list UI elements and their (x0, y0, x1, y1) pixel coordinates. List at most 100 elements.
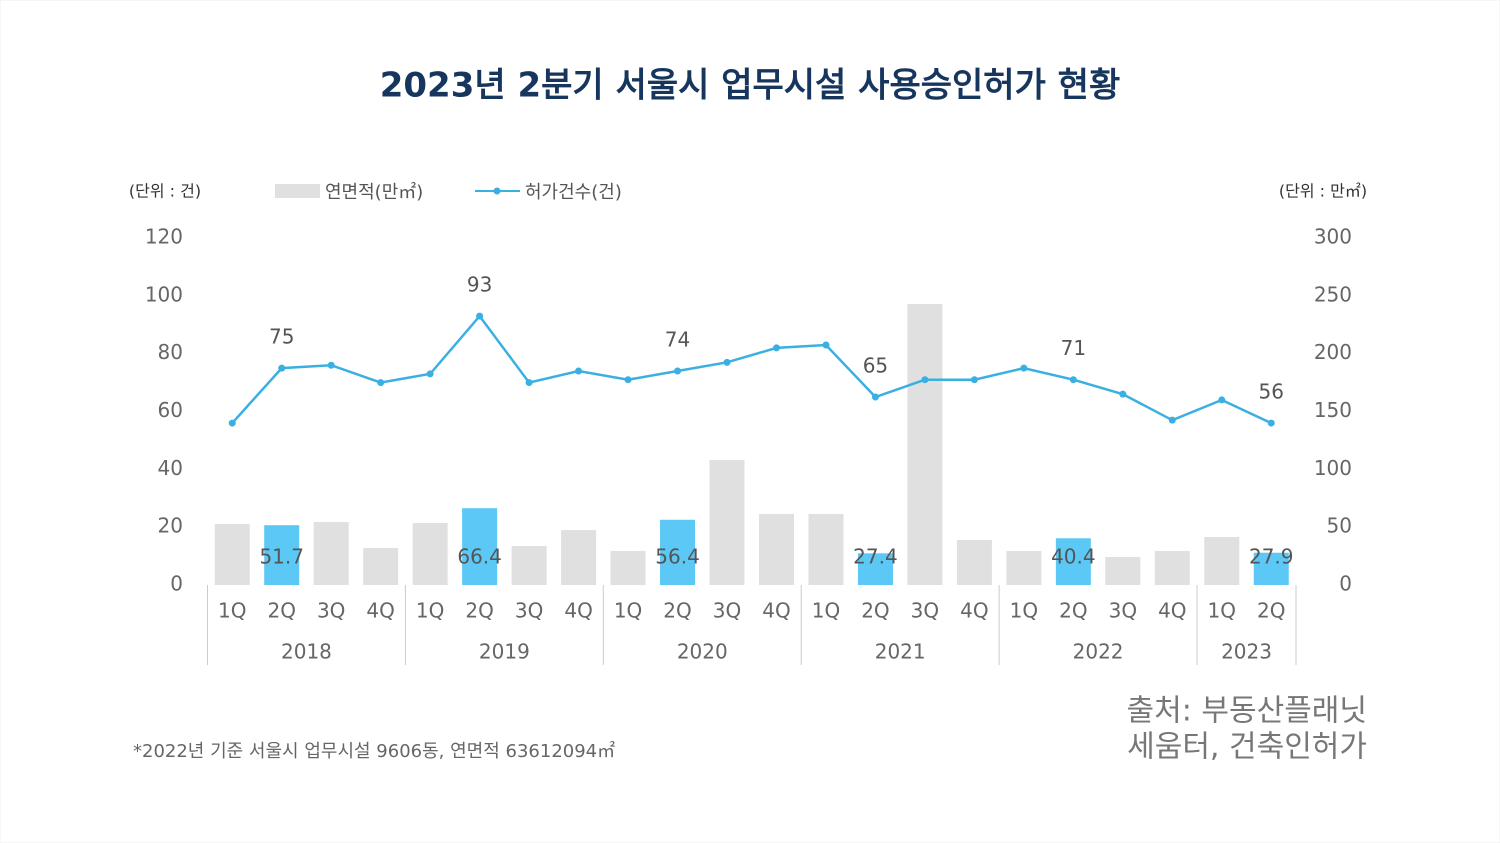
y-tick-label: 20 (158, 514, 183, 538)
data-label: 74 (665, 328, 690, 352)
footnote: *2022년 기준 서울시 업무시설 9606동, 연면적 63612094㎡ (133, 740, 615, 762)
x-tick-label: 2Q (861, 599, 889, 623)
source: 세움터, 건축인허가 (1127, 730, 1367, 765)
chart-title: 2023년 2분기 서울시 업무시설 사용승인허가 현황 (380, 66, 1121, 106)
bar (907, 303, 943, 585)
x-group-label: 2019 (479, 640, 530, 664)
y-tick-label: 100 (145, 282, 183, 306)
x-tick-label: 3Q (713, 599, 741, 623)
line-point (1267, 419, 1275, 427)
bar (264, 525, 300, 585)
bar (758, 513, 794, 585)
x-tick-label: 2Q (1059, 599, 1087, 623)
bar (1055, 538, 1091, 585)
line-point (822, 341, 830, 349)
line-point (525, 379, 533, 387)
y2-axis-label: (단위 : 만㎡) (1279, 182, 1367, 201)
x-tick-label: 4Q (564, 599, 592, 623)
y2-tick-label: 0 (1339, 572, 1352, 596)
y-tick-label: 60 (158, 398, 183, 422)
line-point (1020, 364, 1028, 372)
line-point (1119, 390, 1127, 398)
line-point (476, 312, 484, 320)
data-label: 56 (1259, 380, 1284, 404)
x-tick-label: 3Q (1109, 599, 1137, 623)
y2-tick-label: 300 (1314, 225, 1352, 249)
line-point (624, 376, 632, 384)
data-label: 51.7 (259, 545, 304, 569)
x-tick-label: 3Q (911, 599, 939, 623)
line-point (723, 358, 731, 366)
bar (511, 546, 547, 585)
legend-label: 허가건수(건) (525, 182, 622, 203)
data-label: 65 (863, 354, 888, 378)
data-label: 56.4 (655, 545, 700, 569)
data-label: 27.9 (1249, 545, 1294, 569)
x-tick-label: 3Q (317, 599, 345, 623)
line-point (772, 344, 780, 352)
line-point (1218, 396, 1226, 404)
bar (857, 553, 893, 585)
y2-tick-label: 150 (1314, 398, 1352, 422)
line (231, 314, 1272, 425)
line-point (1168, 416, 1176, 424)
bar (1105, 557, 1141, 585)
bar (660, 519, 696, 585)
data-label: 71 (1061, 336, 1086, 360)
x-tick-label: 4Q (762, 599, 790, 623)
legend-label: 연면적(만㎡) (325, 181, 423, 203)
x-tick-label: 1Q (1208, 599, 1236, 623)
bar (1154, 550, 1190, 585)
bar (610, 550, 646, 585)
line-point (970, 376, 978, 384)
bar (561, 530, 597, 585)
bar (808, 513, 844, 585)
line-point (278, 364, 286, 372)
bar (1006, 550, 1042, 585)
x-tick-label: 4Q (960, 599, 988, 623)
y2-tick-label: 100 (1314, 456, 1352, 480)
bar (313, 521, 349, 585)
x-tick-label: 2Q (465, 599, 493, 623)
data-label: 27.4 (853, 545, 898, 569)
line-point (327, 361, 335, 369)
y-tick-label: 40 (158, 456, 183, 480)
x-tick-label: 1Q (416, 599, 444, 623)
y-tick-label: 80 (158, 340, 183, 364)
x-tick-label: 1Q (812, 599, 840, 623)
x-tick-label: 1Q (1010, 599, 1038, 623)
bar (1253, 552, 1289, 585)
y-tick-label: 0 (170, 572, 183, 596)
y2-tick-label: 200 (1314, 340, 1352, 364)
x-tick-label: 3Q (515, 599, 543, 623)
x-tick-label: 1Q (614, 599, 642, 623)
bar (462, 508, 498, 585)
x-tick-label: 2Q (267, 599, 295, 623)
bar (709, 460, 745, 585)
bar (1204, 536, 1240, 585)
source: 출처: 부동산플래닛 (1127, 694, 1367, 729)
bar (956, 540, 992, 585)
x-group-label: 2022 (1073, 640, 1124, 664)
x-tick-label: 4Q (1158, 599, 1186, 623)
data-label: 66.4 (457, 545, 502, 569)
y-axis-label: (단위 : 건) (129, 182, 201, 201)
bar (363, 547, 399, 585)
data-label: 40.4 (1051, 545, 1096, 569)
line-point (575, 367, 583, 375)
data-label: 75 (269, 325, 294, 349)
line-point (426, 370, 434, 378)
y-tick-label: 120 (145, 225, 183, 249)
legend-bar-swatch (275, 184, 320, 198)
line-point (921, 376, 929, 384)
line-point (228, 419, 236, 427)
line-point (1069, 376, 1077, 384)
x-group-label: 2018 (281, 640, 332, 664)
legend-line-swatch (493, 187, 501, 195)
x-tick-label: 1Q (218, 599, 246, 623)
data-label: 93 (467, 273, 492, 297)
bar (412, 523, 448, 585)
y2-tick-label: 250 (1314, 282, 1352, 306)
